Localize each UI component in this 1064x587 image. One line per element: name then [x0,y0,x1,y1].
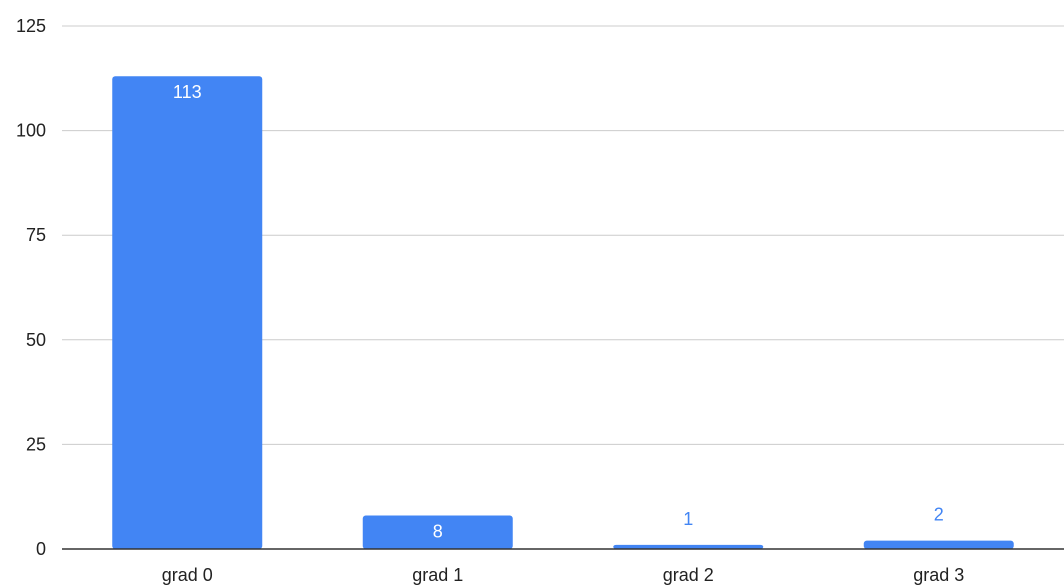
x-category-label: grad 0 [162,565,213,585]
bar-grad-1 [362,515,513,549]
y-tick-label: 0 [36,539,46,559]
bar-grad-0 [112,76,263,549]
y-axis-ticks: 0 25 50 75 100 125 [16,16,46,559]
bars [112,76,1014,549]
bar-grad-3 [863,540,1014,549]
y-tick-label: 100 [16,121,46,141]
y-tick-label: 75 [26,225,46,245]
x-category-label: grad 3 [913,565,964,585]
y-tick-label: 25 [26,434,46,454]
data-label: 113 [173,82,202,102]
y-tick-label: 125 [16,16,46,36]
bar-grad-2 [613,544,764,549]
x-axis-categories: grad 0 grad 1 grad 2 grad 3 [162,565,965,585]
data-label: 8 [433,522,443,542]
y-tick-label: 50 [26,330,46,350]
x-category-label: grad 1 [412,565,463,585]
data-labels: 113 8 1 2 [173,82,944,541]
data-label: 1 [683,509,693,529]
data-label: 2 [934,505,944,525]
x-category-label: grad 2 [663,565,714,585]
